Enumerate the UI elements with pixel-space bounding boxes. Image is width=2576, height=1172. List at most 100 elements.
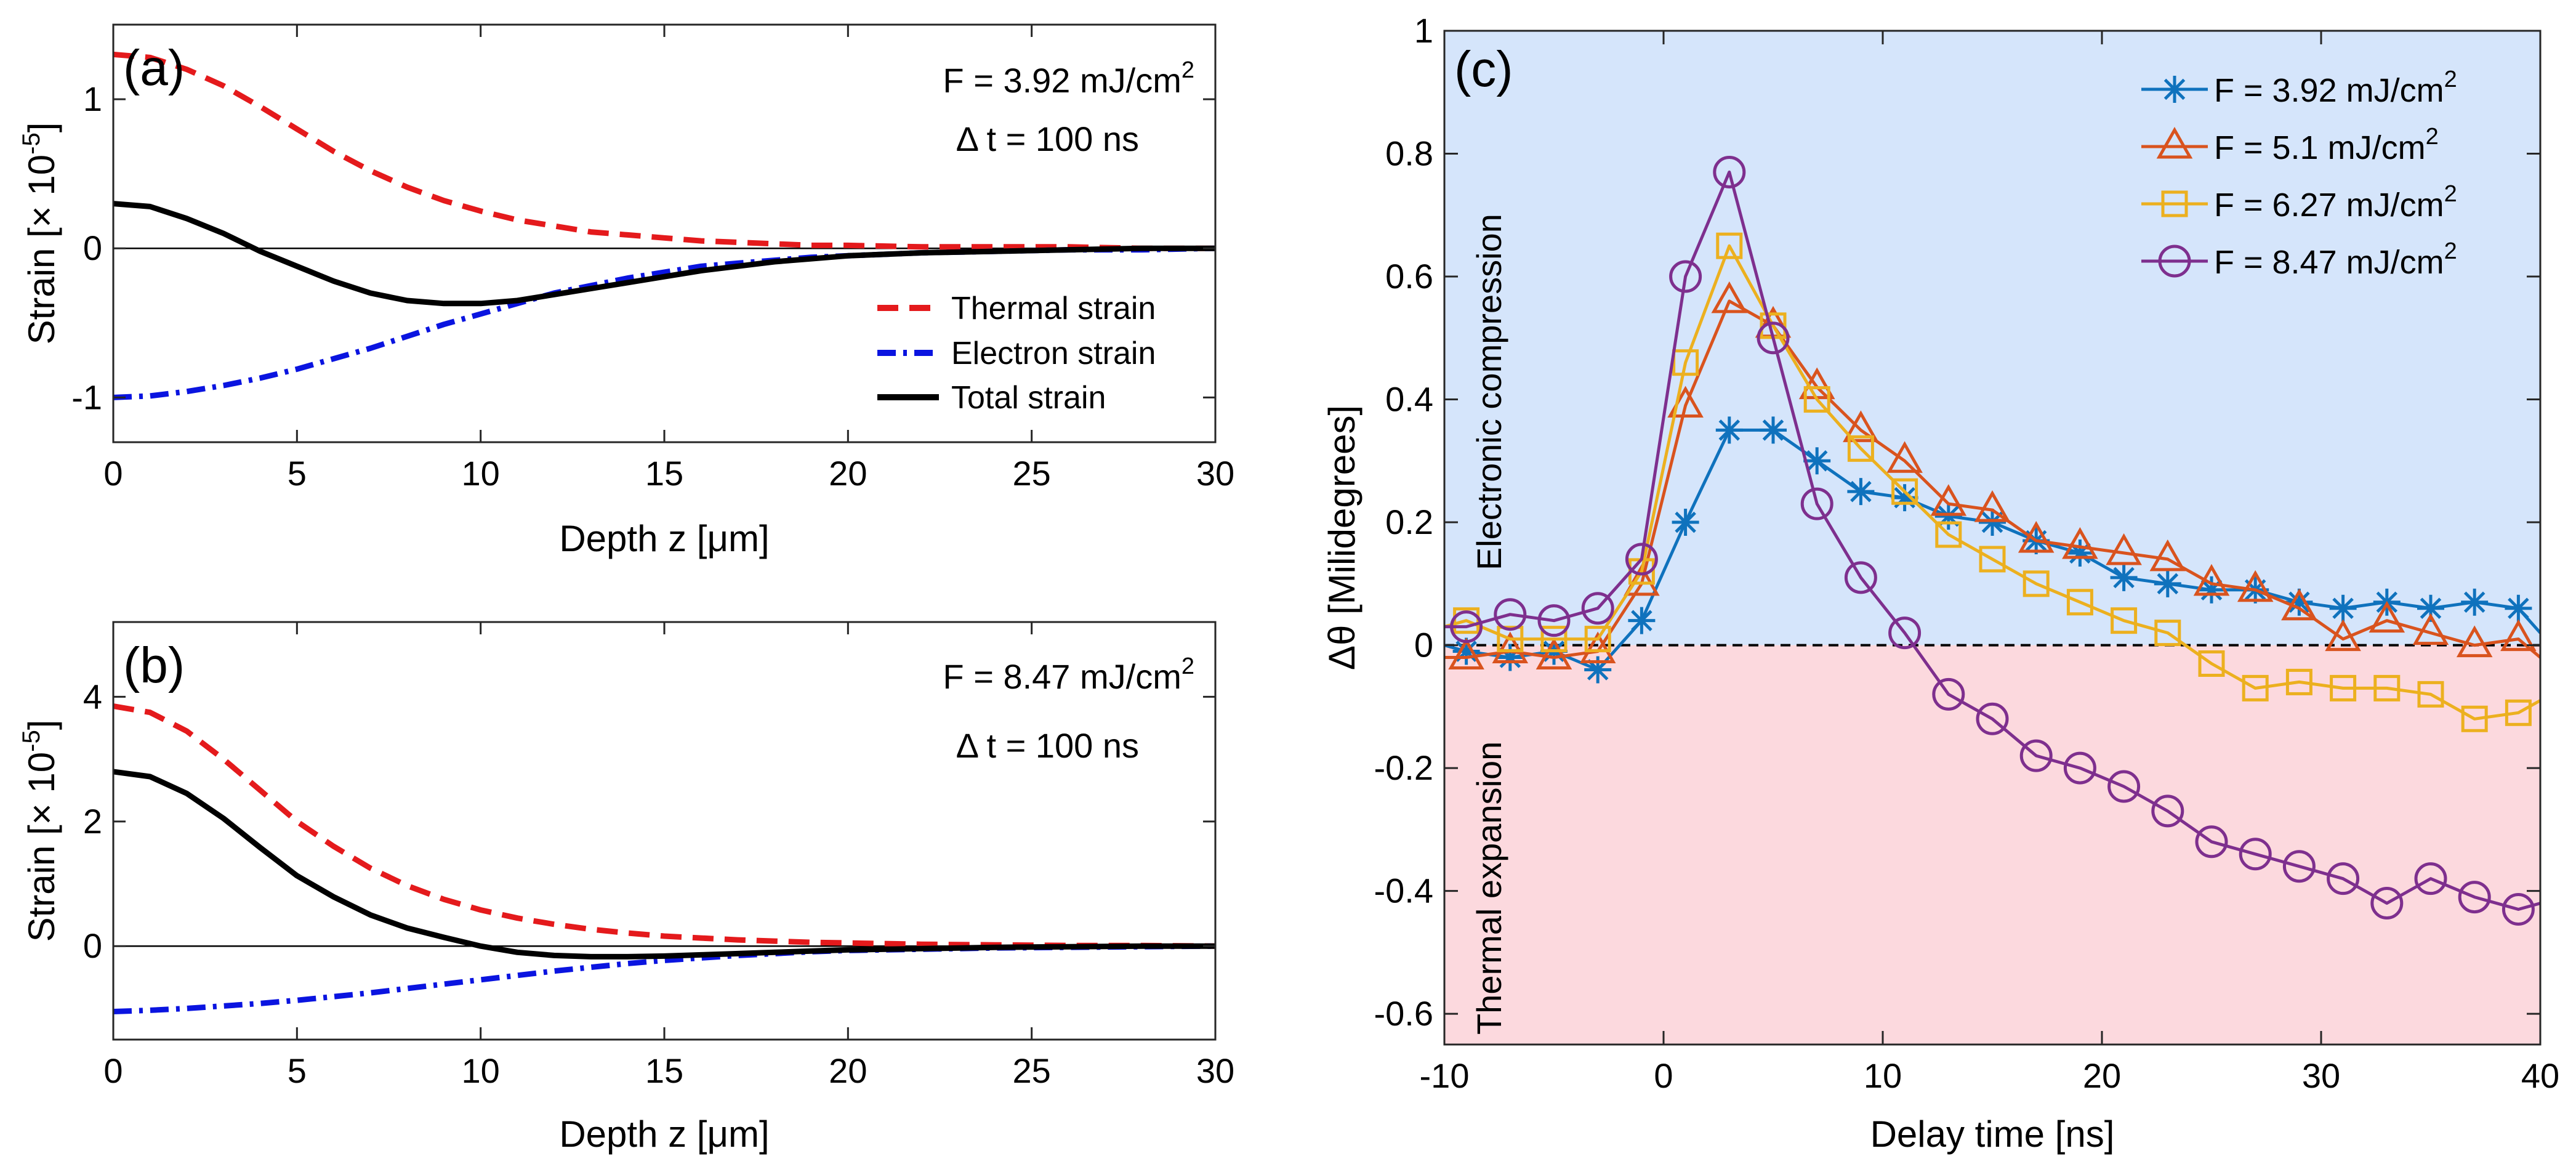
panel-b-annotation-delay: Δ t = 100 ns: [956, 726, 1139, 765]
data-point: [2461, 588, 2489, 616]
y-tick-label: 4: [83, 677, 102, 716]
data-point: [1579, 631, 1616, 664]
legend-label-electron: Electron strain: [951, 336, 1156, 371]
y-tick-label: 0.4: [1385, 380, 1433, 419]
data-point: [1537, 604, 1571, 637]
data-point: [2018, 520, 2055, 553]
data-point: [2198, 576, 2225, 604]
data-point: [1974, 490, 2011, 522]
data-point: [2458, 881, 2491, 914]
panel-a-ticks: 0 5 10 15 20 25 30-101: [71, 25, 1234, 493]
data-point: [1976, 702, 2009, 735]
y-tick-label: 2: [83, 802, 102, 841]
data-point: [2281, 588, 2317, 621]
data-point: [2154, 620, 2181, 647]
data-point: [1672, 509, 1699, 536]
series-line-f-8-47-mj-cm: [1444, 170, 2540, 911]
legend-marker: [2158, 245, 2191, 278]
y-tick-label: 0: [83, 926, 102, 965]
data-point: [1713, 155, 1746, 188]
region-thermal-expansion: [1444, 645, 2540, 1045]
y-tick-label: -1: [71, 378, 102, 416]
data-point: [2329, 594, 2357, 622]
data-point: [2282, 850, 2316, 883]
x-tick-label: 5: [288, 1051, 307, 1090]
panel-a-ylabel: Strain [× 10-5]: [18, 123, 62, 345]
panel-c-legend: F = 3.92 mJ/cm2 F = 5.1 mJ/cm2 F = 6.27 mJ…: [2141, 67, 2457, 281]
data-point: [2193, 564, 2230, 596]
series-line-electron-strain: [113, 943, 1216, 1014]
data-point: [1628, 607, 1656, 634]
data-point: [1930, 484, 1967, 516]
data-point: [1540, 626, 1568, 653]
data-point: [1497, 626, 1524, 653]
data-point: [2461, 705, 2488, 732]
data-point: [2505, 699, 2532, 726]
series-line-thermal-strain: [113, 51, 1215, 251]
y-tick-label: 0.6: [1385, 257, 1433, 296]
panel-c: -10 0 10 20 30 40 -0.6 -0.4 -0.2 0 0.2 0.4 0.6 0.8 1 (…: [1321, 11, 2559, 1155]
data-point: [1891, 484, 1918, 512]
panel-c-series-lines: [1444, 155, 2540, 926]
legend-label-total: Total strain: [951, 380, 1106, 416]
legend-label: F = 5.1 mJ/cm2: [2214, 124, 2439, 166]
series-line-thermal-strain: [113, 703, 1216, 949]
data-point: [2195, 825, 2228, 859]
data-point: [2154, 570, 2181, 597]
panel-b: 0 5 10 15 20 25 30 0 2 4 (b) F = 8.47 mJ/cm2 Δ t …: [18, 621, 1234, 1155]
series-markers-f-8-47-mj-cm: [1450, 155, 2535, 926]
data-point: [1448, 637, 1484, 670]
data-point: [1843, 410, 1879, 442]
legend-label: F = 3.92 mJ/cm2: [2214, 67, 2457, 109]
data-point: [1715, 416, 1743, 444]
data-point: [2412, 613, 2449, 645]
data-point: [1494, 598, 1527, 631]
x-tick-label: 40: [2521, 1056, 2559, 1095]
data-point: [2325, 619, 2361, 652]
x-tick-label: 30: [2302, 1056, 2340, 1095]
data-point: [1711, 281, 1748, 313]
x-tick-label: 10: [1864, 1056, 1902, 1095]
data-point: [1536, 637, 1572, 670]
x-tick-label: 0: [103, 1051, 123, 1090]
y-tick-label: 0: [83, 228, 102, 267]
data-point: [1979, 546, 2006, 573]
data-point: [1669, 260, 1702, 293]
panel-c-xlabel: Delay time [ns]: [1870, 1113, 2115, 1155]
data-point: [2456, 625, 2493, 658]
data-point: [1803, 386, 1830, 413]
panel-a-annotation-delay: Δ t = 100 ns: [956, 119, 1139, 158]
panel-b-annotation-fluence: F = 8.47 mJ/cm2: [943, 653, 1194, 696]
series-line-f-6-27-mj-cm: [1444, 244, 2540, 721]
panel-a-series-lines: [113, 51, 1216, 400]
panel-c-label: (c): [1454, 41, 1513, 97]
panel-c-ylabel: Δθ [Milidegrees]: [1321, 405, 1362, 670]
y-tick-label: 0.2: [1385, 503, 1433, 541]
data-point: [2330, 674, 2357, 701]
data-point: [2373, 674, 2401, 701]
data-point: [2242, 674, 2269, 701]
data-point: [1932, 677, 1965, 711]
legend-entry-f-8-47-mj-cm: F = 8.47 mJ/cm2: [2141, 238, 2457, 281]
data-point: [1672, 349, 1699, 376]
panel-b-label: (b): [123, 637, 185, 693]
data-point: [1453, 607, 1480, 634]
data-point: [2062, 527, 2098, 559]
panel-a-axes-box: [112, 23, 1217, 443]
panel-c-ticks: -10 0 10 20 30 40 -0.6 -0.4 -0.2 0 0.2 0.4 0.6 0.8 1: [1374, 11, 2560, 1095]
x-tick-label: -10: [1420, 1056, 1470, 1095]
x-tick-label: 5: [288, 454, 307, 493]
legend-entry-f-5-1-mj-cm: F = 5.1 mJ/cm2: [2141, 124, 2439, 166]
data-point: [1979, 509, 2006, 536]
data-point: [2149, 539, 2186, 572]
panel-c-axes-box: [1443, 30, 2542, 1046]
data-point: [1847, 478, 1875, 506]
data-point: [1760, 416, 1787, 444]
y-tick-label: 1: [83, 79, 102, 118]
data-point: [1496, 644, 1524, 671]
y-tick-label: 0.8: [1385, 134, 1433, 173]
region-electronic-compression: [1444, 31, 2540, 645]
data-point: [1581, 592, 1614, 625]
x-tick-label: 10: [462, 454, 500, 493]
